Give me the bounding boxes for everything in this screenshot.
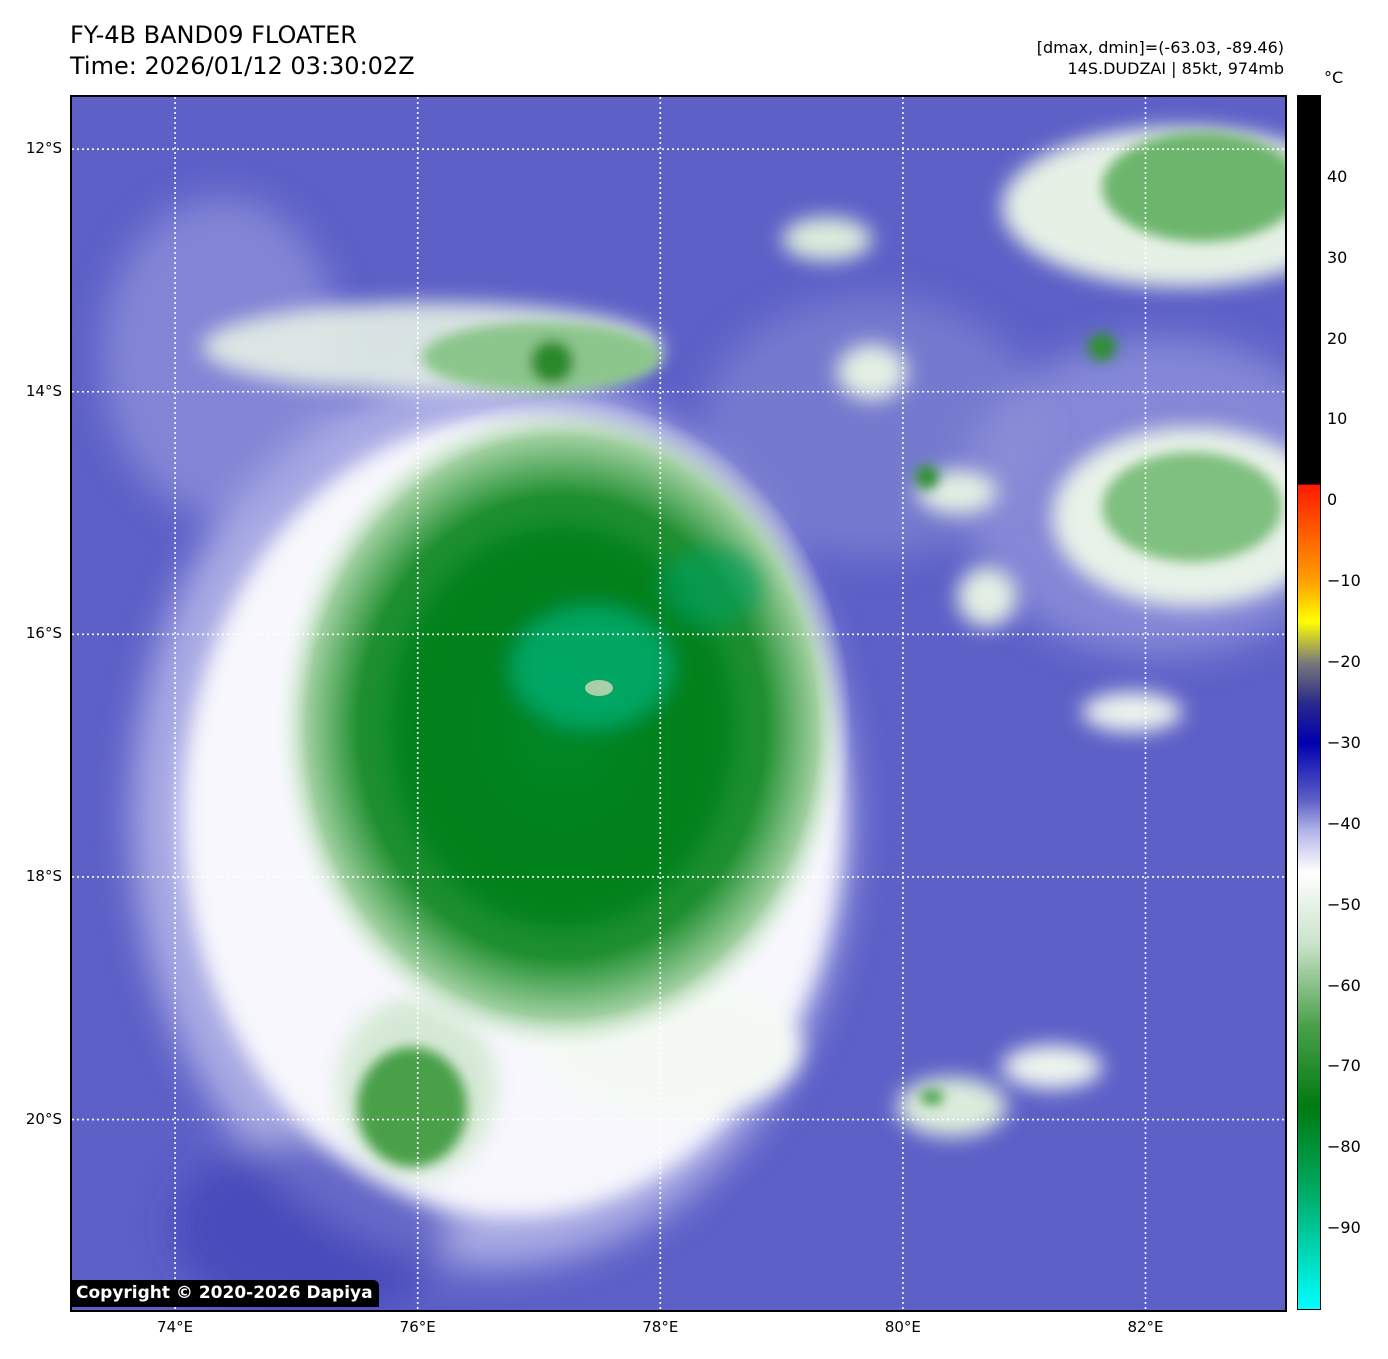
colorbar-tick-label: 10 xyxy=(1327,409,1348,429)
satellite-imagery xyxy=(72,97,1285,1310)
colorbar-tick-label: −20 xyxy=(1327,652,1361,672)
colorbar-tick-label: −40 xyxy=(1327,813,1361,833)
lon-label: 80°E xyxy=(884,1318,921,1336)
colorbar-tick-label: −60 xyxy=(1327,975,1361,995)
colorbar-tick-label: 40 xyxy=(1327,166,1348,186)
time-label: Time: 2026/01/12 03:30:02Z xyxy=(70,52,415,80)
lat-label: 12°S xyxy=(25,139,62,158)
colorbar-tick-label: −80 xyxy=(1327,1137,1361,1157)
graticule xyxy=(72,97,1285,1310)
colorbar-tick-label: −50 xyxy=(1327,894,1361,914)
colorbar-tick-label: −30 xyxy=(1327,732,1361,752)
satellite-map[interactable] xyxy=(70,95,1287,1312)
lat-label: 18°S xyxy=(25,866,62,885)
storm-info-label: 14S.DUDZAI | 85kt, 974mb xyxy=(1067,59,1285,78)
colorbar-tick-label: 20 xyxy=(1327,328,1348,348)
chart-title: FY-4B BAND09 FLOATER xyxy=(70,21,357,49)
colorbar-unit: °C xyxy=(1324,68,1344,87)
lat-label: 16°S xyxy=(25,624,62,643)
lon-label: 78°E xyxy=(642,1318,679,1336)
colorbar-tick-label: 30 xyxy=(1327,247,1348,267)
colorbar-tick-label: −10 xyxy=(1327,571,1361,591)
colorbar xyxy=(1297,95,1321,1310)
cold-cloud-tops xyxy=(392,527,762,927)
colorbar-tick-label: −70 xyxy=(1327,1056,1361,1076)
copyright-notice: Copyright © 2020-2026 Dapiya xyxy=(70,1280,379,1307)
lon-label: 82°E xyxy=(1127,1318,1164,1336)
eye xyxy=(585,680,613,696)
lat-label: 14°S xyxy=(25,381,62,400)
colorbar-tick-label: 0 xyxy=(1327,490,1338,510)
colorbar-tick-label: −90 xyxy=(1327,1218,1361,1238)
lon-label: 74°E xyxy=(157,1318,194,1336)
lat-label: 20°S xyxy=(25,1109,62,1128)
lon-label: 76°E xyxy=(399,1318,436,1336)
dmax-dmin-label: [dmax, dmin]=(-63.03, -89.46) xyxy=(1036,38,1284,57)
